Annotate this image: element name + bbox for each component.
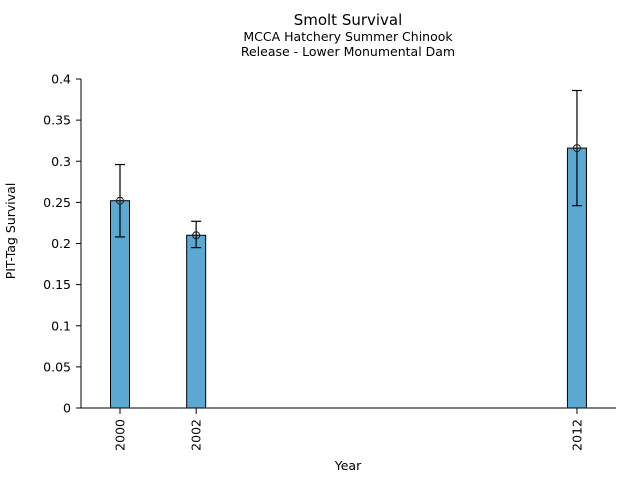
y-tick-label-0.1: 0.1 — [51, 318, 71, 333]
y-tick-label-0.35: 0.35 — [43, 113, 71, 128]
x-tick-label-2002: 2002 — [189, 419, 204, 451]
chart-subtitle-line2: Release - Lower Monumental Dam — [241, 44, 455, 59]
y-tick-label-0.15: 0.15 — [43, 277, 71, 292]
y-axis-label: PIT-Tag Survival — [3, 183, 18, 280]
y-tick-label-0.25: 0.25 — [43, 195, 71, 210]
x-tick-label-2012: 2012 — [569, 419, 584, 451]
x-tick-label-2000: 2000 — [113, 419, 128, 451]
y-tick-label-0.4: 0.4 — [51, 72, 71, 87]
y-tick-label-0: 0 — [63, 401, 71, 416]
bar-2002 — [186, 234, 207, 409]
chart-title: Smolt Survival — [294, 11, 403, 29]
y-tick-label-0.3: 0.3 — [51, 154, 71, 169]
y-tick-label-0.05: 0.05 — [43, 359, 71, 374]
chart-subtitle-line1: MCCA Hatchery Summer Chinook — [243, 29, 453, 44]
x-axis-label: Year — [334, 458, 362, 473]
y-tick-label-0.2: 0.2 — [51, 236, 71, 251]
plot-area: 0 0.05 0.1 0.15 0.2 0.25 0.3 0.35 0.4 2000 2002 201… — [43, 72, 616, 451]
